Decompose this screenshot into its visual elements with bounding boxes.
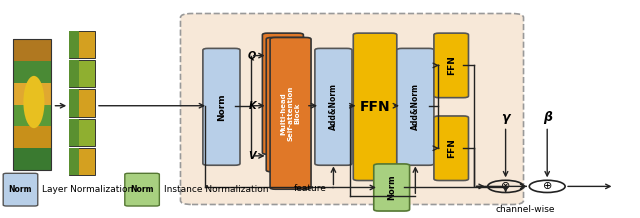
- FancyBboxPatch shape: [374, 164, 410, 211]
- FancyBboxPatch shape: [203, 48, 240, 165]
- FancyBboxPatch shape: [3, 173, 38, 206]
- Bar: [13, 39, 51, 170]
- Bar: [13, 61, 51, 83]
- Text: FFN: FFN: [360, 100, 390, 114]
- Text: Q: Q: [248, 51, 256, 61]
- Text: Norm: Norm: [131, 185, 154, 194]
- Text: ⊗: ⊗: [501, 181, 510, 191]
- Ellipse shape: [23, 76, 45, 128]
- Text: β: β: [543, 111, 552, 124]
- Bar: [69, 89, 95, 117]
- Text: Layer Normalization: Layer Normalization: [42, 185, 134, 194]
- Text: K: K: [248, 101, 256, 111]
- Text: γ: γ: [501, 111, 510, 124]
- Bar: [69, 119, 79, 146]
- Bar: [13, 83, 51, 105]
- FancyBboxPatch shape: [270, 37, 311, 189]
- FancyBboxPatch shape: [262, 33, 303, 154]
- Bar: [69, 119, 95, 146]
- FancyBboxPatch shape: [434, 116, 468, 181]
- Bar: [69, 89, 79, 117]
- Bar: [69, 148, 95, 175]
- FancyBboxPatch shape: [125, 173, 159, 206]
- Bar: [13, 148, 51, 170]
- FancyBboxPatch shape: [397, 48, 434, 165]
- Text: Add&Norm: Add&Norm: [411, 83, 420, 130]
- Text: ⊕: ⊕: [543, 181, 552, 191]
- Bar: [69, 148, 79, 175]
- Text: Instance Normalization: Instance Normalization: [164, 185, 268, 194]
- Text: Norm: Norm: [217, 93, 226, 121]
- Text: Norm: Norm: [9, 185, 32, 194]
- Text: channel-wise: channel-wise: [495, 205, 554, 214]
- Text: feature: feature: [294, 184, 326, 193]
- Bar: [13, 126, 51, 148]
- Bar: [13, 39, 51, 61]
- Text: Add&Norm: Add&Norm: [329, 83, 338, 130]
- FancyBboxPatch shape: [266, 37, 307, 172]
- FancyBboxPatch shape: [434, 33, 468, 98]
- Text: Multi-head
Self-attention
Block: Multi-head Self-attention Block: [280, 86, 301, 141]
- FancyBboxPatch shape: [315, 48, 352, 165]
- FancyBboxPatch shape: [353, 33, 397, 181]
- Bar: [69, 60, 79, 87]
- FancyBboxPatch shape: [180, 14, 524, 204]
- Bar: [69, 60, 95, 87]
- Text: Norm: Norm: [387, 175, 396, 200]
- Bar: [13, 105, 51, 126]
- Bar: [69, 31, 95, 58]
- Text: FFN: FFN: [447, 138, 456, 158]
- Text: V: V: [248, 151, 256, 161]
- Text: FFN: FFN: [447, 55, 456, 75]
- Bar: [69, 31, 79, 58]
